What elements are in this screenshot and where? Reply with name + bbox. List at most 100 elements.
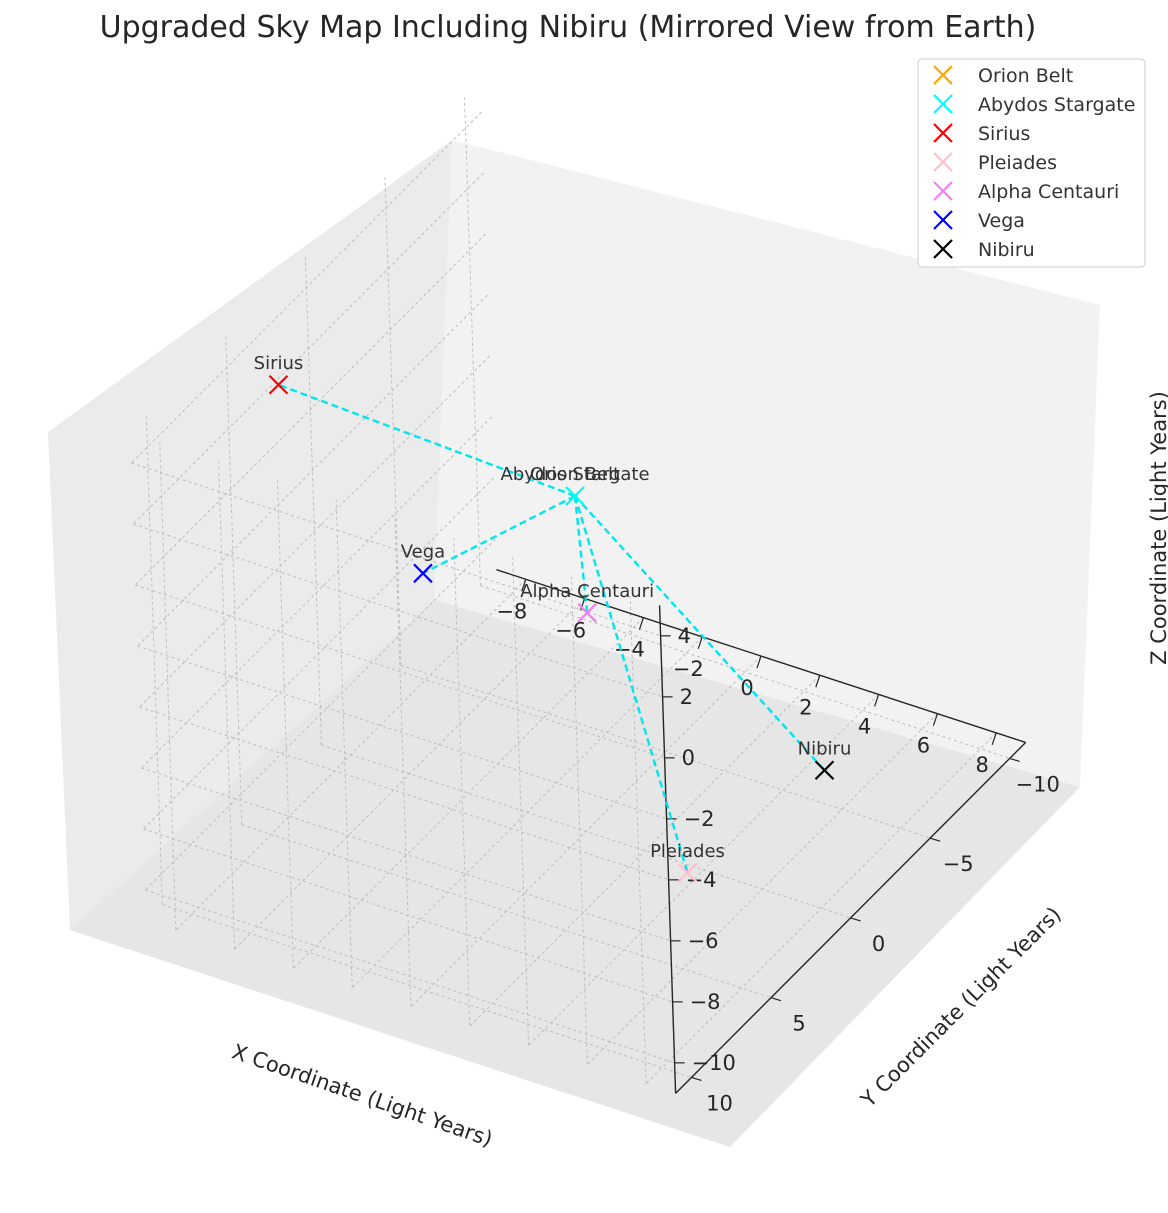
grid-line-floor-y <box>241 824 772 999</box>
x-tick-mark <box>874 694 880 707</box>
chart-title: Upgraded Sky Map Including Nibiru (Mirro… <box>100 10 1037 45</box>
marker-stroke <box>677 863 698 883</box>
point-label: Alpha Centauri <box>520 581 654 602</box>
connector-line <box>574 495 826 772</box>
z-tick-label: 2 <box>680 685 693 709</box>
grid-line-back-z <box>135 584 665 759</box>
legend-label: Pleiades <box>978 152 1057 174</box>
point-marker <box>677 863 698 883</box>
legend-item: Alpha Centauri <box>933 181 1119 203</box>
point-marker <box>565 486 585 506</box>
grid-line-floor-y <box>321 744 851 919</box>
grid-line-floor-x <box>645 732 997 1085</box>
grid-line-left-z <box>145 538 496 891</box>
legend-marker <box>933 210 953 230</box>
grid-line-floor-y <box>400 664 931 839</box>
point-marker <box>413 563 433 584</box>
y-tick-label: 5 <box>792 1012 805 1036</box>
grid-line-back-z <box>133 523 663 698</box>
point-label: Sirius <box>254 353 304 374</box>
x-tick-label: −6 <box>555 618 586 642</box>
left-pane <box>48 140 452 930</box>
z-tick-label: 0 <box>682 746 695 770</box>
point-label: Orion Belt <box>530 464 620 485</box>
marker-stroke <box>268 374 289 395</box>
legend-item: Pleiades <box>933 152 1057 174</box>
y-tick-label: 0 <box>872 932 885 956</box>
grid-line-left-z <box>131 111 482 464</box>
legend-marker <box>933 94 953 114</box>
x-tick-label: −4 <box>614 638 645 662</box>
grid-line-back-z <box>143 828 673 1003</box>
grid-line-back-z <box>131 462 661 637</box>
legend-marker <box>933 181 953 201</box>
y-tick-mark <box>691 1076 702 1081</box>
y-tick-mark <box>770 997 782 1002</box>
x-tick-mark <box>932 713 938 726</box>
grid-line-left-z <box>135 233 486 586</box>
legend-label: Abydos Stargate <box>978 94 1135 116</box>
y-tick-mark <box>929 837 941 842</box>
z-tick-label: −10 <box>692 1051 736 1075</box>
connector-line <box>573 495 589 613</box>
grid-line-back-z <box>139 706 669 881</box>
grid-line-back-z <box>141 767 671 942</box>
z-tick-label: −2 <box>684 807 715 831</box>
legend-label: Nibiru <box>978 239 1035 261</box>
grid-lines <box>131 97 1010 1085</box>
legend-label: Orion Belt <box>978 65 1073 87</box>
x-tick-label: 2 <box>799 695 812 719</box>
legend-label: Vega <box>978 210 1025 232</box>
z-tick-label: −8 <box>690 990 721 1014</box>
x-tick-label: 0 <box>740 676 753 700</box>
grid-line-floor-x <box>293 617 644 969</box>
grid-line-floor-y <box>162 904 692 1078</box>
x-tick-mark <box>815 675 821 688</box>
x-tick-label: −8 <box>496 599 527 623</box>
legend-marker <box>933 65 953 85</box>
point-marker <box>577 603 597 623</box>
x-tick-mark <box>991 732 997 746</box>
x-tick-label: 4 <box>858 714 871 738</box>
connector-line <box>422 494 576 575</box>
legend-marker <box>933 152 953 172</box>
floor-pane <box>70 600 1080 1147</box>
x-tick-label: 6 <box>917 734 930 758</box>
marker-stroke <box>565 486 585 506</box>
tick-labels: −8 −6 −4 −2 0 2 4 6 8 −10 −5 0 5 10 4 2 0 −2 −4 −6 −8 −10 <box>496 599 1060 1115</box>
x-tick-label: −2 <box>673 657 704 681</box>
y-tick-mark <box>850 917 861 922</box>
grid-line-left-z <box>137 294 488 647</box>
legend-item: Orion Belt <box>933 65 1073 87</box>
point-label: Abydos Stargate <box>500 464 649 485</box>
y-tick-label: −5 <box>943 852 974 876</box>
legend-item: Vega <box>933 210 1025 232</box>
x-tick-label: 8 <box>976 753 989 777</box>
point-label: Nibiru <box>798 738 852 759</box>
z-axis-line <box>658 605 677 1094</box>
connector-lines <box>278 383 826 874</box>
z-axis-label: Z Coordinate (Light Years) <box>1147 391 1168 665</box>
legend-marker <box>933 239 953 259</box>
x-tick-mark <box>756 655 762 669</box>
y-tick-label: −10 <box>1016 772 1060 796</box>
z-tick-label: 4 <box>678 624 691 648</box>
x-tick-mark <box>521 579 527 592</box>
z-tick-label: −6 <box>688 929 719 953</box>
grid-line-left-z <box>141 416 492 769</box>
connector-line <box>278 383 576 498</box>
marker-stroke <box>814 760 835 781</box>
grid-line-left-z <box>133 172 484 525</box>
legend: Orion Belt Abydos Stargate Sirius Pleiades A… <box>917 58 1146 268</box>
legend-box <box>917 58 1146 268</box>
x-tick-mark <box>697 636 703 650</box>
marker-stroke <box>413 563 433 584</box>
x-tick-mark <box>638 617 644 630</box>
grid-line-back-z <box>137 645 667 820</box>
legend-marker <box>933 123 953 143</box>
grid-line-left-z <box>139 355 490 708</box>
grid-line-left-z <box>143 477 494 830</box>
z-tick-label: −4 <box>686 868 717 892</box>
